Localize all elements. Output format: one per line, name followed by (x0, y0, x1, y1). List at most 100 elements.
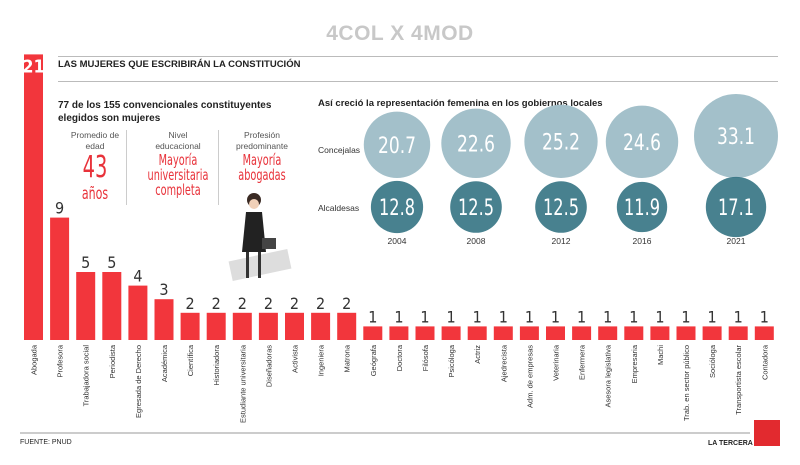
category-label: Abogada (30, 344, 39, 375)
bubble-chart-title: Así creció la representación femenina en… (318, 98, 603, 109)
category-label: Trabajadora social (82, 345, 91, 407)
category-label: Científica (186, 344, 195, 376)
category-label: Ingeniera (317, 344, 326, 376)
concejalas-value: 22.6 (457, 132, 495, 157)
category-label: Veterinaria (552, 344, 561, 381)
bar-value-label: 4 (133, 267, 142, 286)
bar-value-label: 1 (603, 307, 612, 326)
bar-value-label: 1 (394, 307, 403, 326)
bar-value-label: 2 (186, 294, 195, 313)
alcaldesas-bubble (535, 181, 587, 233)
bar-value-label: 2 (238, 294, 247, 313)
bar (154, 299, 174, 340)
bar (676, 326, 696, 340)
alcaldesas-bubble (370, 180, 424, 234)
bar (415, 326, 435, 340)
bar-value-label: 1 (499, 307, 508, 326)
bar (232, 312, 252, 340)
bar-value-label: 1 (368, 307, 377, 326)
bar (467, 326, 487, 340)
divider (58, 56, 778, 57)
bar-value-label: 2 (342, 294, 351, 313)
bar (24, 54, 43, 341)
category-label: Filósofa (421, 344, 430, 371)
bar (258, 312, 278, 340)
bar (285, 312, 304, 340)
bar-value-label: 1 (473, 307, 482, 326)
category-label: Contadora (760, 344, 769, 380)
source-note: FUENTE: PNUD (20, 439, 72, 446)
category-label: Asesora legislativa (604, 344, 613, 407)
year-label: 2012 (552, 236, 571, 246)
bar-value-label: 1 (629, 307, 638, 326)
year-label: 2021 (727, 236, 746, 246)
bar-value-label: 1 (447, 307, 456, 326)
alcaldesas-value: 17.1 (718, 196, 754, 221)
category-label: Egresada de Derecho (134, 345, 143, 418)
category-label: Actriz (473, 345, 482, 364)
bar-value-label: 1 (420, 307, 429, 326)
bar (650, 326, 670, 340)
bar-value-label: 3 (159, 280, 168, 299)
bar-value-label: 1 (734, 307, 743, 326)
bar (493, 326, 513, 340)
stat-profession-label: Profesión predominante (236, 130, 288, 151)
bar (598, 326, 618, 340)
alcaldesas-value: 11.9 (624, 196, 660, 221)
bar (337, 312, 357, 340)
bar-value-label: 9 (55, 199, 64, 218)
row-label-alcaldesas: Alcaldesas (318, 203, 360, 213)
bar-value-label: 5 (107, 253, 116, 272)
category-label: Empresaria (630, 344, 639, 383)
bar (311, 312, 331, 340)
divider (126, 130, 127, 205)
row-label-concejalas: Concejalas (318, 145, 361, 155)
bar-value-label: 2 (290, 294, 299, 313)
la-tercera-logo (754, 420, 780, 446)
bar (702, 326, 722, 340)
bar-value-label: 1 (655, 307, 664, 326)
alcaldesas-bubble (705, 176, 767, 238)
concejalas-value: 24.6 (623, 131, 661, 156)
bar-value-label: 21 (22, 56, 45, 77)
bar-value-label: 2 (316, 294, 325, 313)
category-label: Activista (291, 344, 300, 373)
stat-age-value: 43 (82, 150, 108, 185)
divider (218, 130, 219, 205)
bar-value-label: 1 (708, 307, 717, 326)
alcaldesas-bubble (616, 181, 668, 233)
bar-value-label: 2 (212, 294, 221, 313)
brand-name: LA TERCERA (708, 440, 753, 447)
category-label: Diseñadoras (264, 345, 273, 387)
bar-value-label: 5 (81, 253, 90, 272)
stat-profession-value: Mayoría abogadas (238, 151, 286, 184)
category-label: Psicóloga (447, 344, 456, 377)
category-label: Profesora (56, 344, 65, 377)
lawyer-woman-illustration (228, 193, 292, 282)
bar-value-label: 1 (760, 307, 769, 326)
category-label: Transportista escolar (734, 344, 743, 414)
bar (572, 326, 592, 340)
bar (363, 326, 383, 340)
concejalas-bubble (524, 104, 598, 178)
alcaldesas-bubble (450, 181, 502, 233)
category-label: Periodista (108, 344, 117, 378)
category-label: Doctora (395, 344, 404, 371)
concejalas-value: 33.1 (717, 125, 755, 150)
alcaldesas-value: 12.5 (543, 196, 579, 221)
category-label: Ajedrecista (499, 344, 508, 382)
subtitle: 77 de los 155 convencionales constituyen… (58, 100, 272, 124)
bar (128, 285, 148, 340)
alcaldesas-value: 12.8 (379, 196, 415, 221)
category-label: Enfermera (578, 344, 587, 380)
main-title: LAS MUJERES QUE ESCRIBIRÁN LA CONSTITUCI… (58, 59, 301, 70)
bar-value-label: 1 (577, 307, 586, 326)
bar (624, 326, 644, 340)
category-label: Geógrafa (369, 344, 378, 376)
year-label: 2004 (388, 236, 407, 246)
concejalas-value: 20.7 (378, 134, 416, 159)
concejalas-bubble (694, 94, 778, 178)
concejalas-value: 25.2 (542, 130, 580, 155)
